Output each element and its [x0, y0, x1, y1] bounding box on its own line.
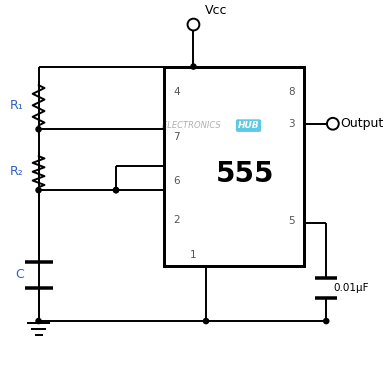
Circle shape [36, 127, 41, 132]
Text: Vcc: Vcc [204, 4, 227, 17]
Text: C: C [15, 269, 24, 282]
Bar [164, 66, 304, 266]
Circle shape [114, 187, 119, 193]
Text: 7: 7 [173, 132, 180, 142]
Circle shape [36, 318, 41, 324]
Bar [164, 66, 304, 266]
Text: 4: 4 [173, 87, 180, 97]
Circle shape [36, 187, 41, 193]
Text: 5: 5 [288, 217, 295, 227]
Text: 1: 1 [190, 250, 196, 260]
Text: 555: 555 [216, 159, 275, 187]
Text: 6: 6 [173, 176, 180, 186]
Text: R₁: R₁ [10, 99, 24, 112]
Text: 2: 2 [173, 215, 180, 225]
Text: 3: 3 [288, 119, 295, 129]
Text: ELECTRONICS: ELECTRONICS [162, 121, 223, 130]
Circle shape [203, 318, 209, 324]
Circle shape [114, 187, 119, 193]
Text: Output: Output [340, 117, 383, 130]
Circle shape [191, 64, 196, 69]
Text: HUB: HUB [238, 121, 259, 130]
Circle shape [324, 318, 329, 324]
Text: 0.01μF: 0.01μF [333, 283, 369, 293]
Text: R₂: R₂ [10, 165, 24, 178]
Text: 8: 8 [288, 87, 295, 97]
